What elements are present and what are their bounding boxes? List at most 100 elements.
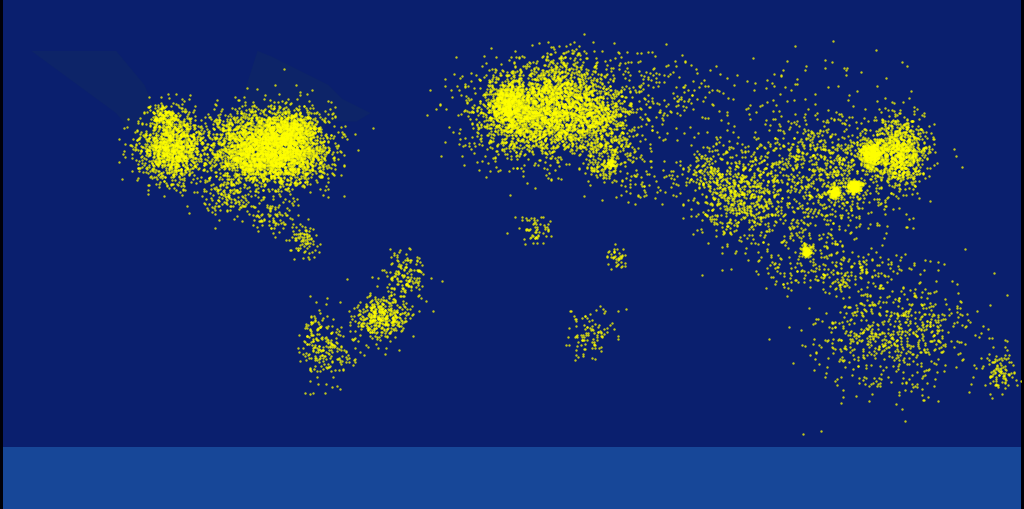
Point — [577, 127, 593, 135]
Point — [807, 165, 823, 174]
Point — [854, 145, 870, 153]
Point — [514, 111, 530, 119]
Point — [285, 118, 301, 126]
Point — [245, 136, 261, 144]
Point — [890, 353, 906, 361]
Point — [860, 138, 877, 146]
Point — [513, 135, 529, 143]
Point — [567, 114, 584, 122]
Point — [497, 139, 513, 147]
Point — [280, 167, 296, 176]
Point — [547, 104, 563, 112]
Point — [461, 96, 477, 104]
Point — [170, 146, 186, 154]
Point — [505, 139, 521, 147]
Point — [259, 124, 275, 132]
Point — [276, 163, 293, 172]
Point — [787, 157, 804, 165]
Point — [913, 362, 930, 371]
Point — [888, 120, 904, 128]
Point — [526, 97, 543, 105]
Point — [872, 155, 889, 163]
Point — [557, 78, 573, 87]
Point — [500, 94, 516, 102]
Point — [523, 97, 540, 105]
Point — [325, 108, 341, 117]
Point — [263, 133, 280, 141]
Point — [218, 199, 234, 207]
Point — [870, 147, 887, 155]
Point — [872, 148, 889, 156]
Point — [543, 128, 559, 136]
Point — [862, 165, 879, 173]
Point — [153, 129, 169, 137]
Point — [288, 117, 304, 125]
Point — [270, 131, 287, 139]
Point — [243, 164, 259, 172]
Point — [552, 132, 568, 140]
Point — [256, 137, 272, 146]
Point — [534, 84, 550, 92]
Point — [598, 114, 614, 122]
Point — [272, 145, 289, 153]
Point — [705, 206, 721, 214]
Point — [204, 146, 220, 154]
Point — [361, 298, 378, 306]
Point — [859, 290, 876, 298]
Point — [250, 140, 266, 149]
Point — [141, 93, 158, 101]
Point — [569, 96, 586, 104]
Point — [556, 110, 572, 119]
Point — [810, 198, 826, 206]
Point — [353, 312, 370, 320]
Point — [219, 148, 236, 156]
Point — [559, 80, 575, 88]
Point — [226, 187, 243, 195]
Point — [557, 100, 573, 108]
Point — [265, 131, 282, 139]
Point — [872, 165, 889, 174]
Point — [265, 149, 282, 157]
Point — [593, 115, 609, 123]
Point — [217, 147, 233, 155]
Point — [642, 103, 658, 111]
Point — [292, 111, 308, 119]
Point — [268, 112, 285, 121]
Point — [286, 139, 302, 147]
Point — [892, 133, 908, 141]
Point — [138, 163, 155, 172]
Point — [537, 109, 553, 118]
Point — [823, 148, 840, 156]
Point — [141, 146, 158, 154]
Point — [847, 186, 863, 194]
Point — [502, 86, 518, 94]
Point — [295, 230, 311, 238]
Point — [514, 216, 530, 224]
Point — [184, 133, 201, 141]
Point — [315, 352, 332, 360]
Point — [264, 151, 281, 159]
Point — [564, 139, 581, 147]
Point — [304, 225, 321, 234]
Point — [783, 119, 800, 127]
Point — [276, 220, 293, 228]
Point — [921, 122, 937, 130]
Point — [309, 336, 326, 345]
Point — [515, 62, 531, 70]
Point — [848, 187, 864, 195]
Point — [722, 223, 738, 232]
Point — [858, 136, 874, 145]
Point — [571, 141, 588, 149]
Point — [236, 180, 252, 188]
Point — [159, 149, 175, 157]
Point — [168, 152, 184, 160]
Point — [546, 116, 562, 124]
Point — [520, 144, 537, 152]
Point — [297, 151, 313, 159]
Point — [212, 182, 228, 190]
Point — [264, 145, 281, 153]
Point — [296, 163, 312, 171]
Point — [236, 137, 252, 146]
Point — [488, 128, 505, 136]
Point — [186, 112, 203, 120]
